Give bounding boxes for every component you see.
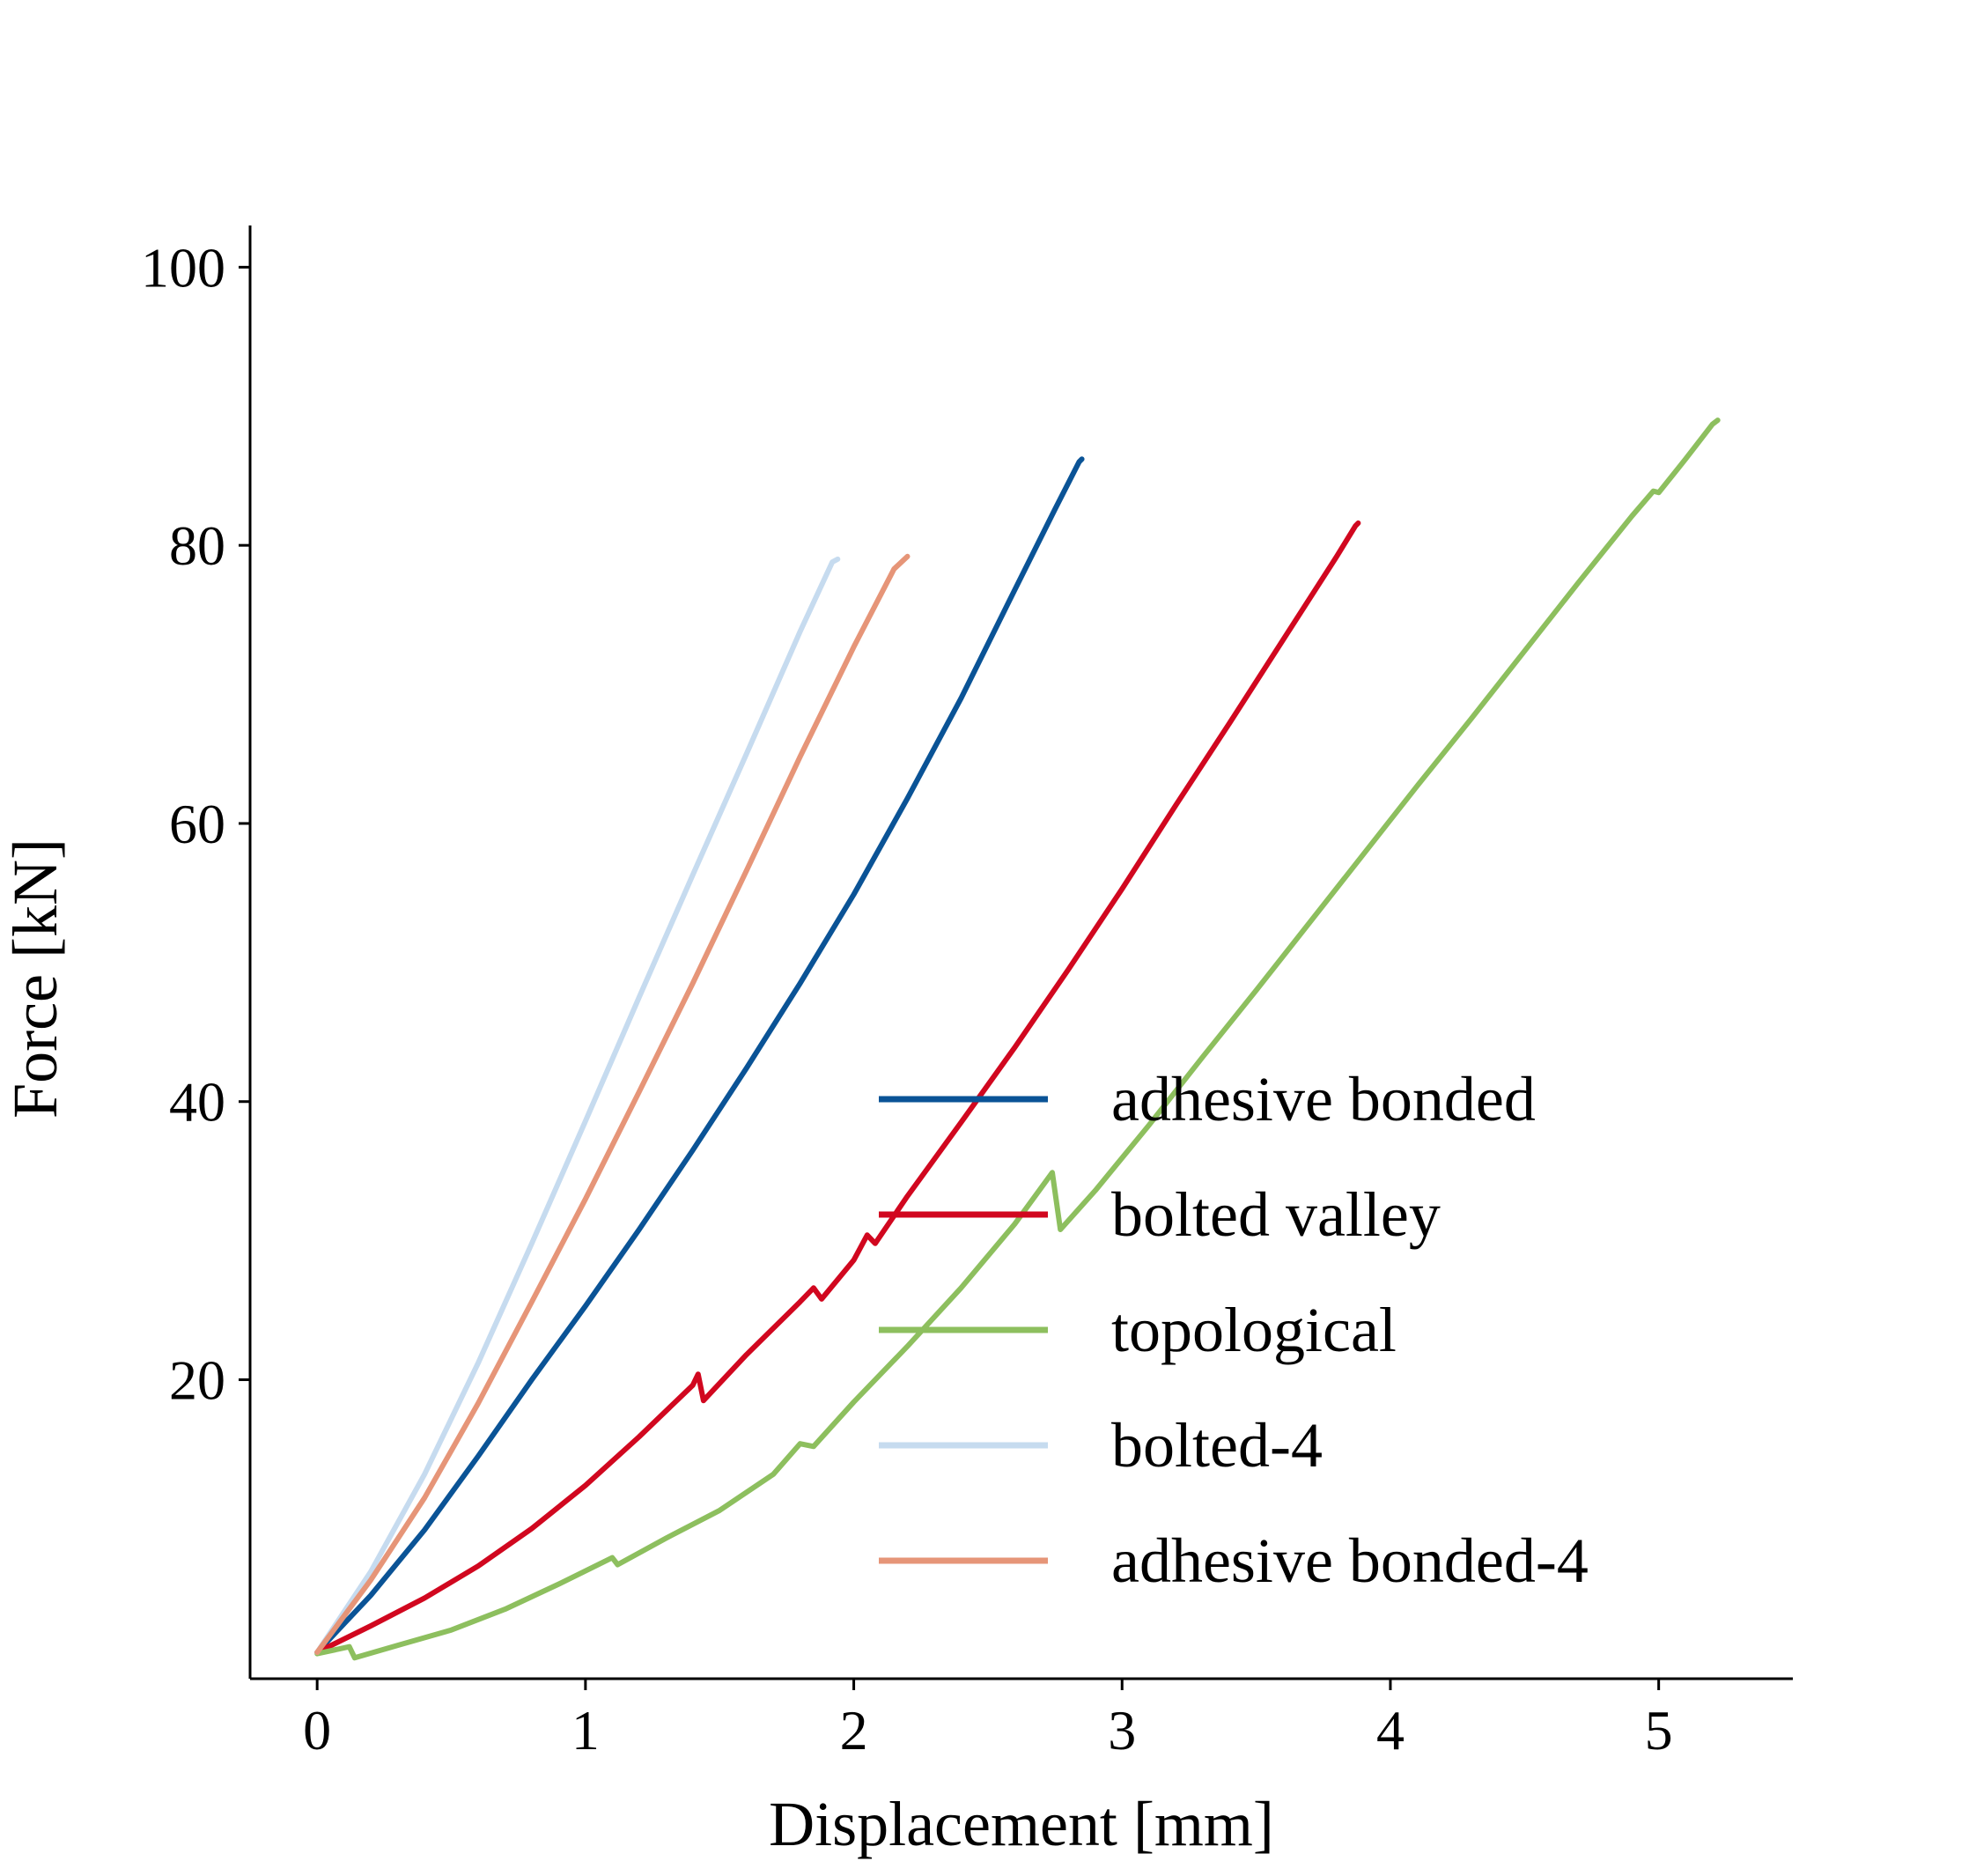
series-line-bolted-4 — [314, 556, 841, 1655]
y-tick-label: 20 — [169, 1349, 225, 1412]
x-tick-label: 2 — [840, 1699, 868, 1762]
x-tick-label: 5 — [1645, 1699, 1673, 1762]
y-axis-ticks: 20 40 60 80 100 — [141, 236, 250, 1412]
x-tick-label: 0 — [303, 1699, 331, 1762]
legend-label: bolted valley — [1111, 1179, 1441, 1250]
legend-label: adhesive bonded — [1111, 1064, 1536, 1134]
series-lines — [314, 417, 1721, 1661]
y-tick-label: 100 — [141, 236, 225, 299]
y-tick-label: 80 — [169, 514, 225, 577]
x-tick-label: 4 — [1376, 1699, 1405, 1762]
x-axis-title: Displacement [mm] — [769, 1789, 1274, 1859]
legend-label: topological — [1111, 1295, 1397, 1365]
legend: adhesive bonded bolted valley topological b… — [879, 1064, 1589, 1596]
x-tick-label: 3 — [1108, 1699, 1136, 1762]
series-line-topological — [314, 417, 1721, 1661]
y-tick-label: 60 — [169, 793, 225, 855]
x-axis-ticks: 0 1 2 3 4 5 — [303, 1679, 1673, 1762]
series-line-adhesive-bonded-4 — [314, 553, 911, 1655]
x-tick-label: 1 — [571, 1699, 600, 1762]
y-tick-label: 40 — [169, 1071, 225, 1134]
series-line-bolted-valley — [314, 520, 1361, 1655]
series-line-adhesive-bonded — [314, 456, 1085, 1655]
axes — [248, 225, 1793, 1680]
legend-label: bolted-4 — [1111, 1410, 1323, 1481]
legend-label: adhesive bonded-4 — [1111, 1525, 1589, 1596]
y-axis-title: Force [kN] — [0, 838, 70, 1119]
